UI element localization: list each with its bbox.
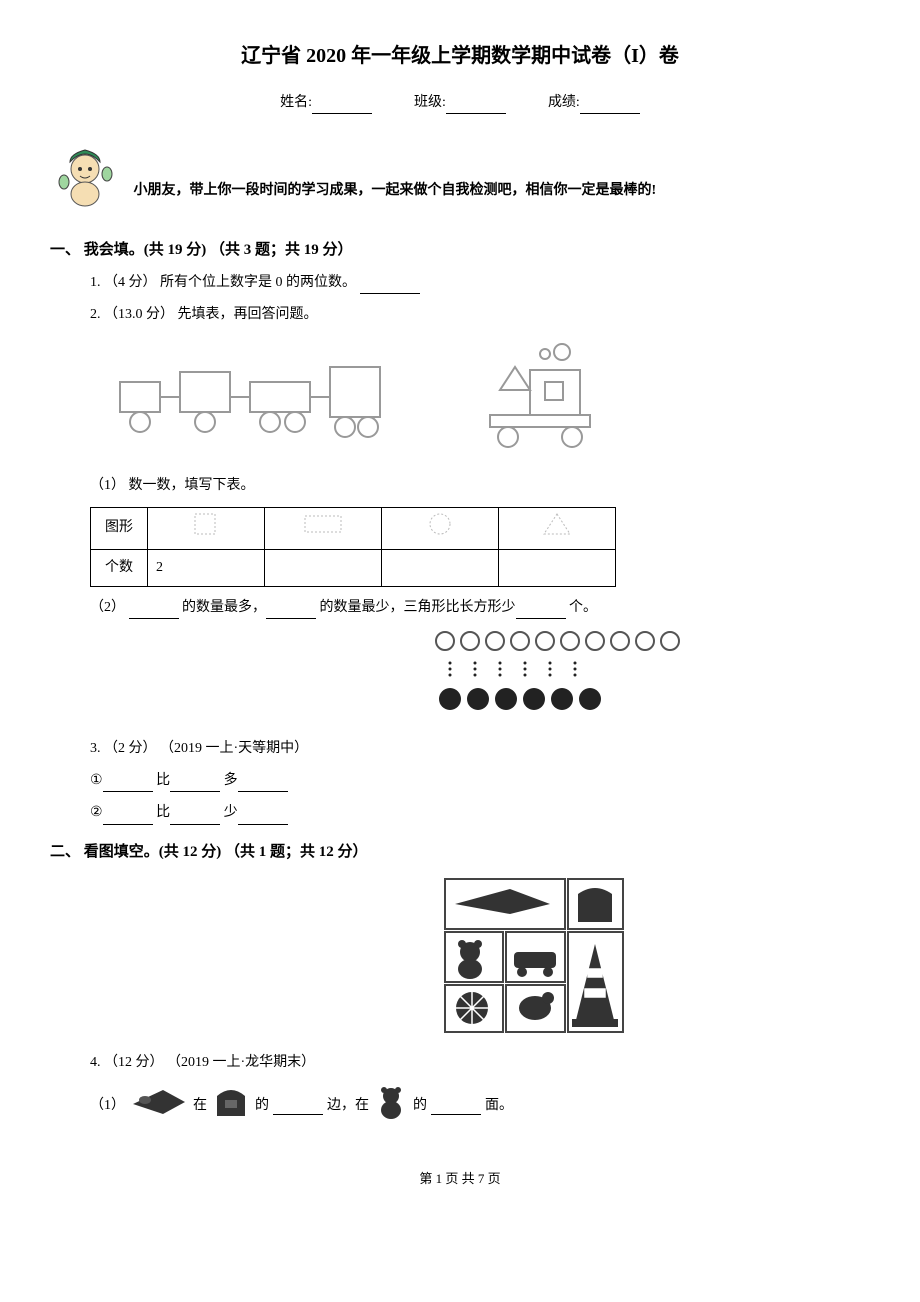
class-blank[interactable] [446, 97, 506, 114]
section-2-heading: 二、 看图填空。(共 12 分) （共 1 题；共 12 分） [50, 840, 870, 864]
q4s1-d: 边，在 [327, 1095, 369, 1117]
row1-label: 图形 [91, 508, 148, 549]
q4-num: 4. [90, 1055, 101, 1070]
page-footer: 第 1 页 共 7 页 [50, 1169, 870, 1190]
q3l2-a: ② [90, 805, 103, 820]
q3-num: 3. [90, 741, 101, 756]
q4s1-c: 的 [255, 1095, 269, 1117]
q1-blank[interactable] [360, 277, 420, 294]
cell-circle [382, 508, 499, 549]
q3-line1: ① 比 多 [90, 770, 870, 792]
page-title: 辽宁省 2020 年一年级上学期数学期中试卷（I）卷 [50, 40, 870, 72]
q3l2-c: 少 [224, 805, 238, 820]
character-icon [50, 144, 120, 222]
q1-num: 1. [90, 275, 101, 290]
table-row: 图形 [91, 508, 616, 549]
table-row: 个数 2 [91, 549, 616, 586]
footer-a: 第 [419, 1171, 435, 1186]
q2s2-d: 个。 [569, 600, 597, 615]
name-label: 姓名: [280, 95, 312, 110]
q4-grid-figure [210, 874, 870, 1042]
q4s1-b: 在 [193, 1095, 207, 1117]
question-2: 2. （13.0 分） 先填表，再回答问题。 [90, 304, 870, 326]
cell-square [148, 508, 265, 549]
q4s1-blank2[interactable] [431, 1098, 481, 1115]
q3l2-b: 比 [156, 805, 170, 820]
q3l1-a: ① [90, 773, 103, 788]
q2s2-a: （2） [90, 600, 129, 615]
q3l1-blank2[interactable] [170, 775, 220, 792]
row2-c3[interactable] [382, 549, 499, 586]
student-info-line: 姓名: 班级: 成绩: [50, 92, 870, 114]
footer-b: 页 共 [442, 1171, 478, 1186]
q4-pts: （12 分） [104, 1055, 164, 1070]
q3l2-blank2[interactable] [170, 808, 220, 825]
plane-icon [129, 1084, 189, 1128]
question-1: 1. （4 分） 所有个位上数字是 0 的两位数。 [90, 272, 870, 294]
q2s2-b: 的数量最多， [182, 600, 266, 615]
q3l1-blank3[interactable] [238, 775, 288, 792]
q2s2-c: 的数量最少，三角形比长方形少 [320, 600, 516, 615]
q2-figure [110, 342, 810, 460]
section-1-heading: 一、 我会填。(共 19 分) （共 3 题；共 19 分） [50, 238, 870, 262]
q3l1-b: 比 [156, 773, 170, 788]
q3l1-blank1[interactable] [103, 775, 153, 792]
q4s1-blank1[interactable] [273, 1098, 323, 1115]
cell-rectangle [265, 508, 382, 549]
q4-sub1: （1） 在 的 边，在 的 面。 [90, 1084, 870, 1128]
class-label: 班级: [414, 95, 446, 110]
row2-c1: 2 [148, 549, 265, 586]
q3-figure [250, 629, 870, 727]
q2-text: 先填表，再回答问题。 [178, 307, 318, 322]
q4s1-f: 面。 [485, 1095, 513, 1117]
cell-triangle [499, 508, 616, 549]
row2-c2[interactable] [265, 549, 382, 586]
q4-src: （2019 一上·龙华期末） [167, 1055, 315, 1070]
row2-label: 个数 [91, 549, 148, 586]
q1-text: 所有个位上数字是 0 的两位数。 [160, 275, 356, 290]
q2-sub1: （1） 数一数，填写下表。 [90, 475, 870, 497]
q2-shape-table: 图形 个数 2 [90, 507, 616, 586]
q2-num: 2. [90, 307, 101, 322]
question-3: 3. （2 分） （2019 一上·天等期中） [90, 738, 870, 760]
row2-c4[interactable] [499, 549, 616, 586]
q2-sub2: （2） 的数量最多， 的数量最少，三角形比长方形少 个。 [90, 597, 870, 619]
q4s1-a: （1） [90, 1095, 125, 1117]
q4s1-e: 的 [413, 1095, 427, 1117]
q2s2-blank2[interactable] [266, 602, 316, 619]
intro-row: 小朋友，带上你一段时间的学习成果，一起来做个自我检测吧，相信你一定是最棒的! [50, 144, 870, 222]
intro-text: 小朋友，带上你一段时间的学习成果，一起来做个自我检测吧，相信你一定是最棒的! [134, 180, 657, 202]
q2-pts: （13.0 分） [104, 307, 174, 322]
q3l1-c: 多 [224, 773, 238, 788]
question-4: 4. （12 分） （2019 一上·龙华期末） [90, 1052, 870, 1074]
bear-icon [373, 1084, 409, 1128]
q2s2-blank1[interactable] [129, 602, 179, 619]
name-blank[interactable] [312, 97, 372, 114]
q2s2-blank3[interactable] [516, 602, 566, 619]
q3-pts: （2 分） [104, 741, 157, 756]
q3l2-blank3[interactable] [238, 808, 288, 825]
grade-label: 成绩: [548, 95, 580, 110]
footer-c: 页 [484, 1171, 500, 1186]
q3l2-blank1[interactable] [103, 808, 153, 825]
q1-pts: （4 分） [104, 275, 157, 290]
q3-line2: ② 比 少 [90, 802, 870, 824]
q3-src: （2019 一上·天等期中） [160, 741, 308, 756]
bag-icon [211, 1084, 251, 1128]
grade-blank[interactable] [580, 97, 640, 114]
